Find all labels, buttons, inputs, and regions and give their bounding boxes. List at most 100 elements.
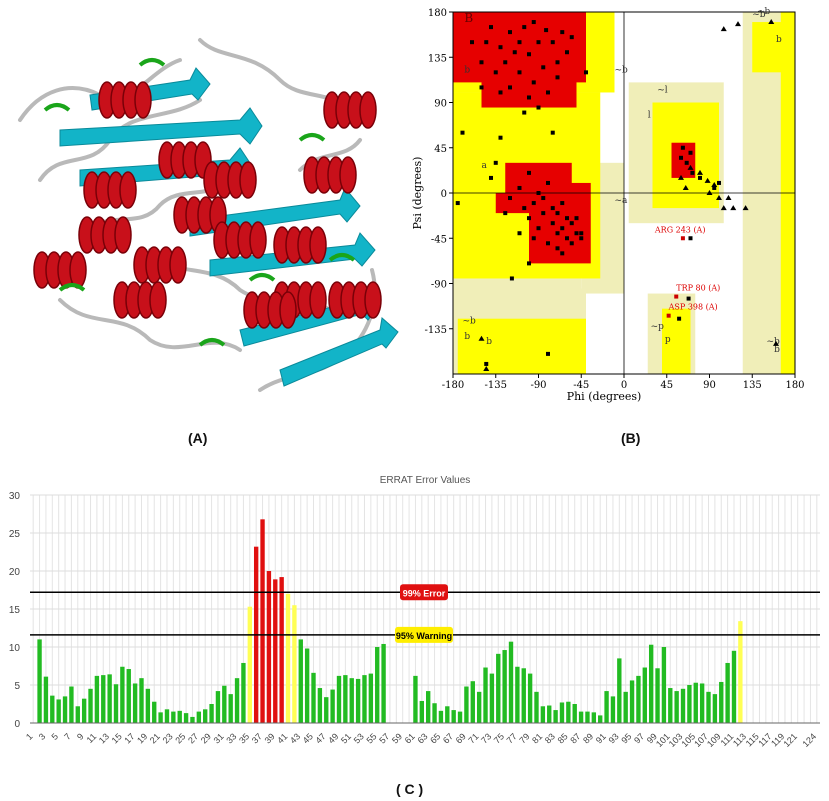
errat-bar [279, 577, 284, 723]
x-tick-label: 1 [24, 731, 35, 742]
errat-bar [655, 668, 660, 723]
errat-bar [183, 713, 189, 723]
residue-square [460, 130, 465, 135]
glycine-triangle [716, 195, 722, 201]
errat-bar [572, 704, 577, 723]
glycine-triangle [742, 205, 749, 211]
alpha-helix [328, 281, 382, 319]
errat-bar [553, 710, 558, 723]
turn-segment [328, 253, 356, 262]
turn-segment [198, 338, 226, 347]
errat-bar [43, 676, 49, 723]
threshold-badge [395, 626, 453, 643]
residue-square [536, 40, 541, 45]
residue-square [531, 20, 536, 25]
errat-bar [164, 709, 170, 723]
residue-square [455, 201, 460, 206]
alpha-helix [243, 291, 297, 329]
residue-square [684, 160, 689, 165]
region-label: b [464, 332, 470, 342]
y-tick-label: 10 [9, 643, 21, 654]
glycine-triangle [678, 174, 684, 180]
x-tick-label: 7 [62, 731, 73, 742]
glycine-triangle [682, 184, 689, 190]
errat-bar [419, 700, 424, 723]
outlier-point [674, 294, 679, 299]
residue-square [508, 196, 512, 201]
y-tick-label: -45 [431, 234, 447, 245]
errat-bar [317, 688, 323, 723]
errat-bar [75, 706, 80, 723]
errat-bar [145, 688, 151, 723]
errat-bar [464, 686, 469, 723]
errat-bar [731, 650, 737, 723]
residue-square [498, 135, 503, 140]
helix-turn [364, 281, 382, 319]
errat-bar [515, 666, 520, 723]
region-label: b [776, 35, 782, 45]
residue-square [503, 60, 508, 65]
x-tick-label: 121 [781, 731, 799, 749]
glycine-triangle [478, 335, 485, 341]
region-label: ~l [657, 85, 668, 95]
residue-square [546, 351, 550, 356]
residue-square [550, 206, 555, 211]
y-tick-label: 20 [9, 567, 21, 578]
residue-square [686, 296, 691, 301]
errat-bar [547, 705, 552, 723]
errat-bar [139, 678, 144, 723]
region-label: l [648, 111, 651, 121]
errat-bar [502, 650, 507, 723]
errat-bar [266, 571, 272, 723]
errat-bar [476, 691, 482, 723]
threshold-label: 99% Error [403, 588, 446, 598]
errat-bar [719, 681, 724, 723]
residue-square [517, 231, 522, 236]
residue-square [569, 241, 574, 246]
alpha-helix [273, 226, 327, 264]
residue-square [536, 226, 541, 231]
errat-bar [496, 653, 501, 723]
residue-square [698, 175, 702, 180]
residue-square [489, 25, 493, 30]
helix-turn [279, 291, 297, 329]
helix-turn [169, 246, 187, 284]
errat-bar [234, 678, 240, 723]
errat-bar [559, 702, 565, 723]
residue-square [531, 80, 536, 85]
residue-square [688, 150, 693, 155]
errat-bar [37, 639, 42, 723]
residue-square [544, 28, 549, 33]
errat-bar [273, 579, 278, 723]
errat-bar [120, 666, 125, 723]
errat-bar [591, 712, 597, 723]
residue-square [546, 241, 550, 246]
alpha-helix [113, 281, 167, 319]
outlier-label: ASP 398 (A) [668, 303, 718, 312]
helix-turn [359, 91, 377, 129]
x-tick-label: -180 [442, 380, 464, 391]
alpha-helix [33, 251, 87, 289]
errat-bar [228, 694, 233, 723]
turn-segment [298, 133, 326, 142]
errat-bar [292, 605, 297, 723]
errat-bar [190, 716, 195, 723]
errat-bar [101, 675, 106, 723]
y-tick-label: -135 [425, 325, 447, 336]
errat-bar [680, 688, 686, 723]
errat-bar [483, 667, 488, 723]
errat-bar [107, 674, 112, 723]
errat-bar [687, 685, 692, 723]
alpha-helix [303, 156, 357, 194]
residue-square [536, 105, 541, 110]
errat-bar [113, 684, 119, 723]
glycine-triangle [706, 190, 713, 195]
errat-bar [94, 675, 100, 723]
x-tick-label: 180 [785, 380, 804, 391]
residue-square [531, 236, 536, 241]
allowed-region [752, 22, 786, 73]
y-tick-label: 0 [14, 719, 20, 730]
errat-bar [215, 691, 221, 723]
errat-bar [629, 680, 635, 723]
errat-bar [712, 694, 718, 723]
